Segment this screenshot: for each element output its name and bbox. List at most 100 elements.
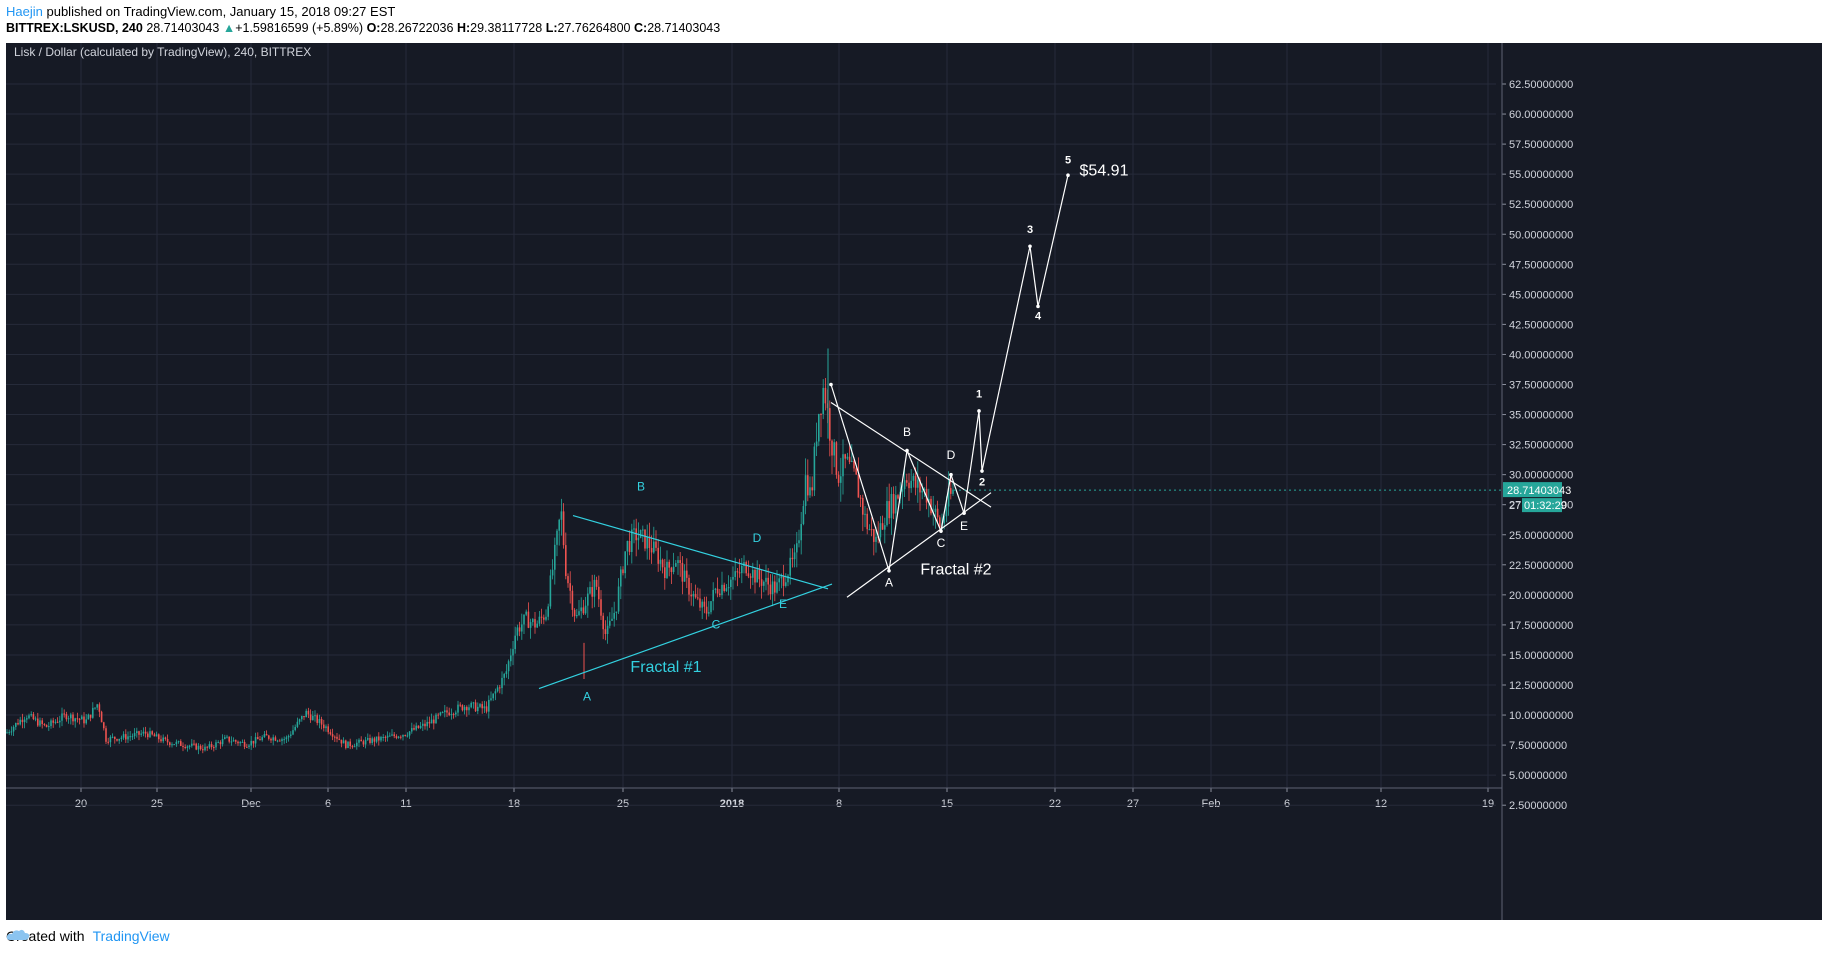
candle-body [43,723,46,725]
author-link[interactable]: Haejin [6,4,43,19]
chart-area[interactable]: 20 25 Dec 6 11 18 25 2018 8 15 22 27 Feb 6 12 19 62.5000… [6,43,1822,920]
high-value: 29.38117728 [470,21,543,35]
candle-body [485,706,488,712]
projection-wave-point [1036,304,1040,309]
annotation-label: A [583,690,591,704]
candle-body [386,735,389,738]
candle-body [554,544,556,570]
candle-body [389,735,391,737]
candle-body [844,454,846,459]
last-price-tag-text: 28.71403043 [1507,485,1571,497]
fractal-2-wave-point [887,569,891,573]
x-tick-label: 18 [508,798,520,810]
fractal-2-lower-trendline [846,492,992,598]
tradingview-brand-link[interactable]: TradingView [92,928,170,944]
candle-body [452,713,455,715]
candle-body [835,442,838,475]
projection-wave-point [980,469,984,473]
candle-body [305,710,307,718]
candle-body [140,733,142,735]
candle-body [133,733,136,737]
candle-body [613,612,615,619]
candle-body [774,581,776,593]
price-change: +1.59816599 (+5.89%) [235,21,364,35]
annotation-label: 4 [1035,311,1042,323]
candle-body [571,590,574,610]
annotation-label: D [947,448,956,462]
candle-body [697,597,699,599]
candle-body [760,579,763,586]
candle-body [936,508,939,518]
y-tick-label: 62.50000000 [1509,79,1573,91]
fractal-2-wave-point [829,382,833,387]
x-tick-label: 8 [836,798,842,810]
candle-body [307,710,310,715]
price-chart[interactable]: 20 25 Dec 6 11 18 25 2018 8 15 22 27 Feb 6 12 1962.5000… [6,43,1822,920]
candle-body [903,480,906,490]
y-tick-label: 32.50000000 [1509,440,1573,452]
candle-body [534,619,536,628]
candle-body [226,736,228,738]
y-tick-label: 2.50000000 [1509,800,1567,812]
candle-body [767,577,769,585]
candle-body [191,743,193,746]
candle-body [41,720,43,724]
y-tick-label: 50.00000000 [1509,229,1573,241]
candle-body [39,720,41,726]
candle-body [252,740,255,744]
candle-body [336,736,338,739]
y-tick-label: 17.50000000 [1509,620,1573,632]
candle-body [576,614,578,617]
candle-body [279,740,281,742]
candle-body [182,745,184,747]
candle-body [479,704,481,707]
candle-body [459,704,461,706]
candle-body [675,563,677,567]
candle-body [283,739,285,741]
x-tick-label: 15 [941,798,953,810]
candle-body [791,557,794,560]
candle-body [144,731,147,734]
candle-body [690,594,692,597]
candle-body [637,537,640,541]
candle-body [837,474,840,483]
candle-body [870,529,873,531]
candle-body [122,734,125,738]
candle-body [298,719,301,722]
candle-body [679,560,681,563]
candle-body [653,541,655,553]
annotation-label: B [637,479,645,493]
candle-body [818,413,820,442]
candle-body [516,627,519,636]
candle-body [853,460,855,469]
candle-body [908,482,910,489]
x-tick-label: 27 [1127,798,1139,810]
candle-body [901,489,904,492]
candle-body [606,625,609,634]
y-tick-label: 7.50000000 [1509,740,1567,752]
candle-body [910,480,912,489]
candle-body [714,588,717,590]
x-tick-label: 2018 [720,798,744,810]
candle-body [184,746,186,749]
y-tick-label: 15.00000000 [1509,650,1573,662]
candle-body [842,454,844,477]
y-tick-label: 42.50000000 [1509,319,1573,331]
candle-body [32,714,35,720]
candle-body [52,720,54,723]
candle-body [655,541,657,548]
candle-body [681,562,684,582]
candle-body [703,601,706,607]
candle-body [474,702,477,712]
candle-body [142,731,145,734]
candle-body [85,719,87,724]
candle-body [604,629,607,634]
candle-body [650,547,653,553]
candle-body [48,726,50,728]
candle-body [615,611,618,613]
candle-body [813,446,816,491]
annotation-label: A [885,575,893,589]
candle-body [884,525,886,530]
candle-body [369,737,371,743]
candle-body [705,606,708,614]
